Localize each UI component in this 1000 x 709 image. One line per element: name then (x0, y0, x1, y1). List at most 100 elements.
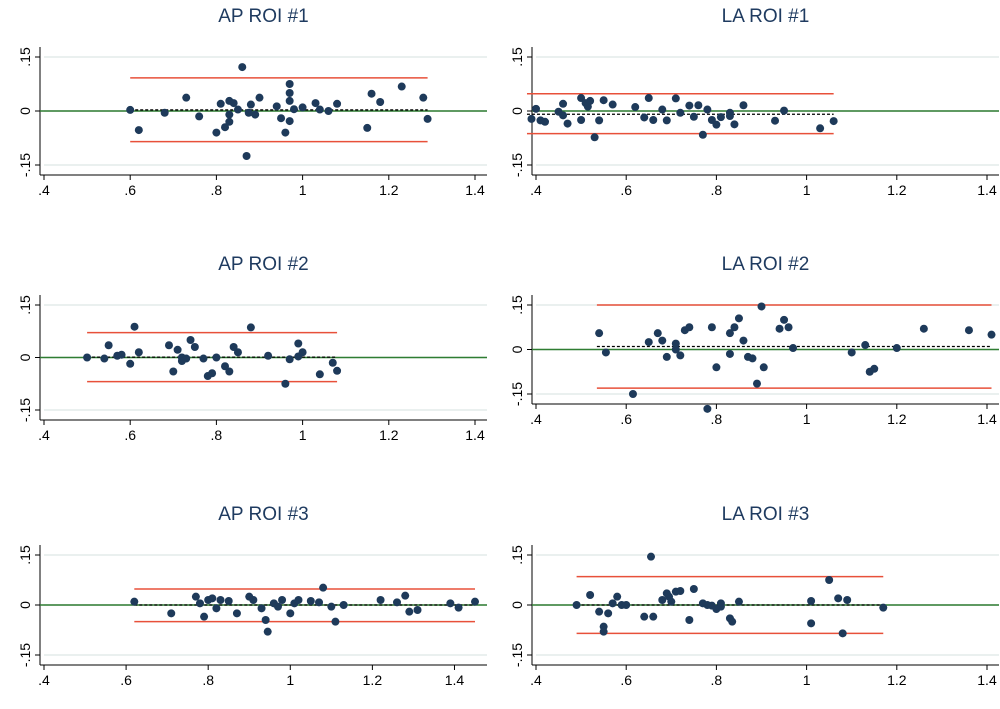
data-point (264, 351, 273, 360)
data-point (919, 324, 928, 333)
x-tick-label: 1 (803, 182, 811, 198)
x-tick-label: 1.4 (445, 672, 465, 688)
data-point (216, 99, 225, 108)
data-point (315, 105, 324, 114)
x-tick-label: 1.2 (887, 182, 907, 198)
x-tick-label: .6 (620, 411, 632, 427)
data-point (83, 353, 92, 362)
data-point (186, 336, 195, 344)
x-tick-label: 1.4 (977, 672, 997, 688)
panel-6: LA ROI #3 -.15 0 .15 .4 .6 .8 1 1.2 1.4 (509, 504, 999, 688)
x-tick-label: .4 (38, 672, 50, 688)
data-point (559, 111, 568, 120)
data-point (662, 352, 671, 361)
data-point (649, 116, 658, 124)
data-point (757, 302, 766, 311)
panel-title: LA ROI #3 (722, 504, 810, 525)
x-tick-label: 1 (803, 672, 811, 688)
data-point (298, 348, 307, 357)
data-point (216, 596, 225, 604)
x-tick-label: .8 (711, 672, 723, 688)
data-point (685, 616, 694, 624)
data-point (169, 367, 178, 376)
data-point (861, 341, 870, 350)
data-point (471, 597, 479, 606)
data-point (559, 99, 568, 108)
data-point (273, 602, 282, 611)
data-point (339, 601, 348, 609)
data-point (221, 123, 230, 132)
x-tick-label: .6 (124, 182, 136, 198)
data-point (658, 105, 667, 114)
data-point (446, 599, 455, 608)
y-tick-label: .15 (509, 47, 525, 67)
data-point (784, 323, 793, 332)
data-point (964, 326, 973, 335)
data-point (212, 604, 221, 613)
x-tick-label: .4 (530, 672, 542, 688)
x-tick-label: 1 (803, 411, 811, 427)
data-point (311, 99, 320, 108)
data-point (251, 110, 260, 119)
data-point (281, 379, 290, 388)
x-tick-label: .8 (711, 182, 723, 198)
data-point (834, 594, 843, 603)
x-tick-label: 1.2 (887, 411, 907, 427)
data-point (195, 112, 204, 121)
data-point (246, 100, 255, 109)
data-point (126, 105, 135, 114)
x-tick-label: .6 (620, 672, 632, 688)
data-point (613, 592, 622, 601)
x-tick-label: .8 (211, 182, 223, 198)
data-point (244, 108, 253, 117)
y-tick-label: .15 (17, 47, 33, 67)
data-point (599, 96, 608, 105)
data-point (771, 116, 780, 125)
data-point (689, 112, 698, 121)
data-point (294, 339, 303, 348)
panel-title: AP ROI #1 (218, 6, 308, 27)
data-point (647, 552, 656, 561)
data-point (640, 612, 649, 621)
data-point (703, 105, 712, 114)
data-point (780, 106, 789, 115)
data-point (730, 323, 739, 332)
x-tick-label: 1.2 (379, 427, 399, 443)
data-point (238, 63, 247, 72)
data-point (117, 350, 126, 359)
data-point (739, 336, 748, 345)
data-point (285, 80, 294, 88)
data-point (667, 597, 676, 606)
data-point (775, 324, 784, 333)
y-tick-label: -.15 (509, 153, 525, 177)
data-point (829, 117, 838, 126)
data-point (685, 101, 694, 110)
data-point (249, 596, 258, 604)
data-point (703, 404, 712, 413)
data-point (843, 596, 852, 604)
data-point (725, 349, 734, 358)
data-point (658, 596, 667, 604)
data-point (246, 323, 255, 332)
data-point (653, 329, 662, 338)
x-tick-label: 1.4 (465, 182, 485, 198)
data-point (676, 108, 685, 117)
panel-4: LA ROI #2 -.15 0 .15 .4 .6 .8 1 1.2 1.4 (509, 254, 999, 427)
data-point (182, 93, 191, 102)
y-tick-label: .15 (509, 295, 525, 315)
x-tick-label: .6 (620, 182, 632, 198)
data-point (405, 607, 414, 616)
data-point (167, 609, 176, 618)
data-point (285, 117, 294, 126)
data-point (838, 629, 847, 638)
data-point (306, 597, 315, 605)
panel-3: AP ROI #2 -.15 0 .15 .4 .6 .8 1 1.2 1.4 (17, 254, 487, 443)
data-point (272, 102, 281, 111)
x-tick-label: 1.4 (465, 427, 485, 443)
data-point (134, 126, 143, 135)
data-point (190, 343, 199, 351)
data-point (892, 344, 901, 353)
data-point (644, 94, 653, 103)
data-point (454, 603, 463, 612)
